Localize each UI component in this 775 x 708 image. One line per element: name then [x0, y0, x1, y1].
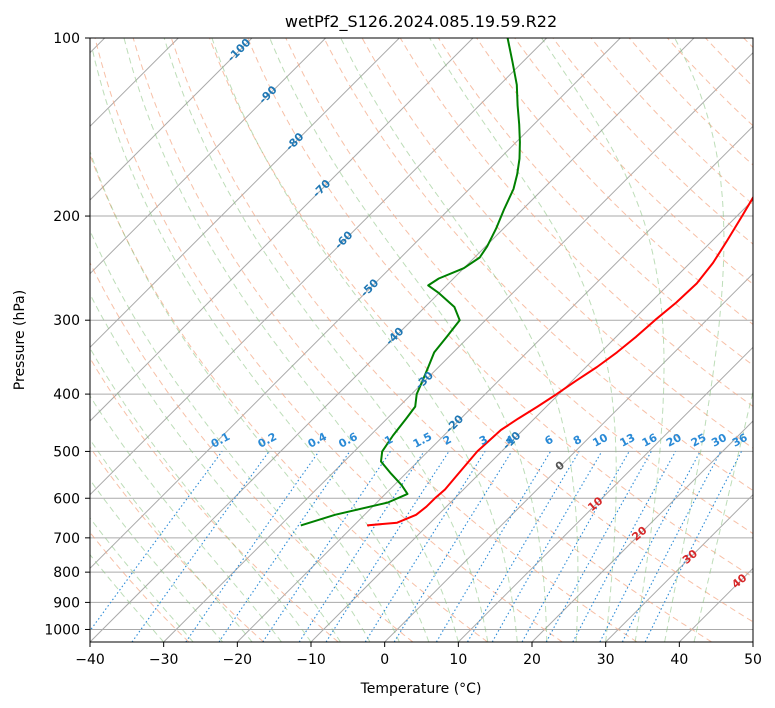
- moist-adiabat: [340, 38, 579, 642]
- isotherm-line: [90, 38, 400, 349]
- mixing-ratio-line: [545, 451, 652, 642]
- x-tick-label: −20: [223, 652, 253, 668]
- x-tick-label: −10: [296, 652, 326, 668]
- mixing-ratio-label: 25: [689, 431, 709, 450]
- y-tick-label: 700: [53, 531, 80, 547]
- mixing-ratio-line: [393, 451, 513, 642]
- isobar-grid: [90, 38, 753, 630]
- y-tick-label: 100: [53, 31, 80, 47]
- mixing-ratio-label: 13: [618, 431, 638, 450]
- dewpoint-profile: [300, 38, 521, 527]
- mixing-ratio-line: [572, 451, 676, 642]
- y-tick-label: 1000: [44, 622, 80, 638]
- dry-adiabats: [90, 38, 753, 642]
- y-tick-label: 600: [53, 491, 80, 507]
- y-axis-label: Pressure (hPa): [12, 290, 28, 390]
- y-tick-label: 500: [53, 444, 80, 460]
- dry-adiabat: [90, 357, 339, 642]
- mixing-ratio-label: 20: [664, 431, 684, 450]
- moist-adiabat: [123, 38, 459, 642]
- mixing-ratio-label: 16: [640, 431, 660, 450]
- mixing-ratio-line: [131, 451, 270, 642]
- y-tick-label: 800: [53, 565, 80, 581]
- profile-curves: [300, 38, 753, 527]
- moist-adiabat: [90, 438, 253, 642]
- moist-adiabat: [429, 38, 617, 642]
- x-axis-label: Temperature (°C): [360, 681, 482, 697]
- x-tick-label: 50: [744, 652, 762, 668]
- dry-adiabat: [90, 261, 414, 642]
- moist-adiabat: [269, 38, 548, 642]
- isotherm-line: [384, 272, 753, 642]
- x-tick-label: −30: [149, 652, 179, 668]
- moist-adiabat: [90, 229, 371, 642]
- moist-adiabat: [90, 347, 312, 642]
- mixing-ratio-line: [218, 451, 351, 642]
- isotherm-line: [236, 125, 753, 642]
- moist-adiabat: [92, 50, 430, 642]
- dry-adiabat: [476, 38, 753, 326]
- moist-adiabat: [90, 150, 400, 642]
- isotherm-line: [163, 51, 753, 642]
- moist-adiabat: [211, 38, 518, 642]
- y-axis-ticks: 100 200 300 400 500 600 700 800 900 1000: [44, 31, 90, 638]
- dry-adiabat: [285, 38, 753, 535]
- moist-adiabat: [693, 389, 753, 642]
- mixing-ratio-line: [90, 451, 223, 632]
- mixing-ratio-line: [298, 451, 425, 642]
- x-tick-label: 40: [670, 652, 688, 668]
- mixing-ratio-label: 36: [730, 431, 750, 450]
- mixing-ratio-line: [521, 451, 630, 642]
- isotherm-line: [90, 38, 548, 496]
- isotherm-line: [90, 38, 474, 422]
- y-tick-label: 300: [53, 313, 80, 329]
- dry-adiabat: [247, 38, 753, 578]
- moist-adiabat: [90, 292, 341, 642]
- mixing-ratio-label: 10: [590, 431, 610, 450]
- mixing-ratio-line: [185, 451, 320, 642]
- moist-adiabat: [163, 38, 489, 642]
- chart-title: wetPf2_S126.2024.085.19.59.R22: [285, 12, 557, 32]
- mixing-ratio-lines: [90, 451, 742, 642]
- moist-adiabat: [541, 38, 665, 642]
- x-tick-label: 20: [523, 652, 541, 668]
- y-tick-label: 400: [53, 387, 80, 403]
- mixing-ratio-line: [621, 451, 722, 642]
- dry-adiabat: [94, 38, 563, 642]
- x-tick-label: −40: [75, 652, 105, 668]
- isotherm-line: [531, 420, 753, 642]
- temperature-profile: [367, 195, 753, 527]
- x-axis-ticks: −40 −30 −20 −10 0 10 20 30 40 50: [75, 642, 762, 668]
- x-tick-label: 0: [380, 652, 389, 668]
- dry-adiabat: [209, 38, 753, 623]
- dry-adiabat: [323, 38, 753, 492]
- dry-adiabat: [514, 38, 753, 285]
- mixing-ratio-line: [262, 451, 391, 642]
- moist-adiabat: [90, 479, 223, 642]
- y-tick-label: 900: [53, 595, 80, 611]
- isotherm-line: [457, 346, 753, 642]
- mixing-ratio-label: 30: [709, 431, 729, 450]
- isotherm-line: [90, 38, 695, 642]
- plot-area: -100-90-80-70-60-50-40-30-20-100.1 0.2 0.4…: [90, 38, 753, 642]
- isotherm-line: [90, 38, 327, 275]
- moist-adiabats: [90, 38, 753, 642]
- moist-adiabat: [90, 395, 282, 642]
- y-tick-label: 200: [53, 209, 80, 225]
- x-tick-label: 10: [449, 652, 467, 668]
- mixing-ratio-line: [325, 451, 450, 642]
- isotherm-line: [605, 493, 753, 642]
- isotherm-line: [90, 38, 253, 201]
- mixing-ratio-line: [644, 451, 742, 642]
- plot-frame: [89, 37, 754, 643]
- x-tick-label: 30: [597, 652, 615, 668]
- dry-adiabat: [170, 38, 712, 642]
- dry-adiabat: [90, 446, 264, 642]
- moist-adiabat: [664, 38, 725, 642]
